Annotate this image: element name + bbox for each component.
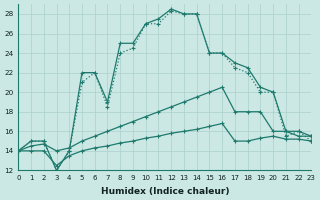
X-axis label: Humidex (Indice chaleur): Humidex (Indice chaleur) xyxy=(100,187,229,196)
